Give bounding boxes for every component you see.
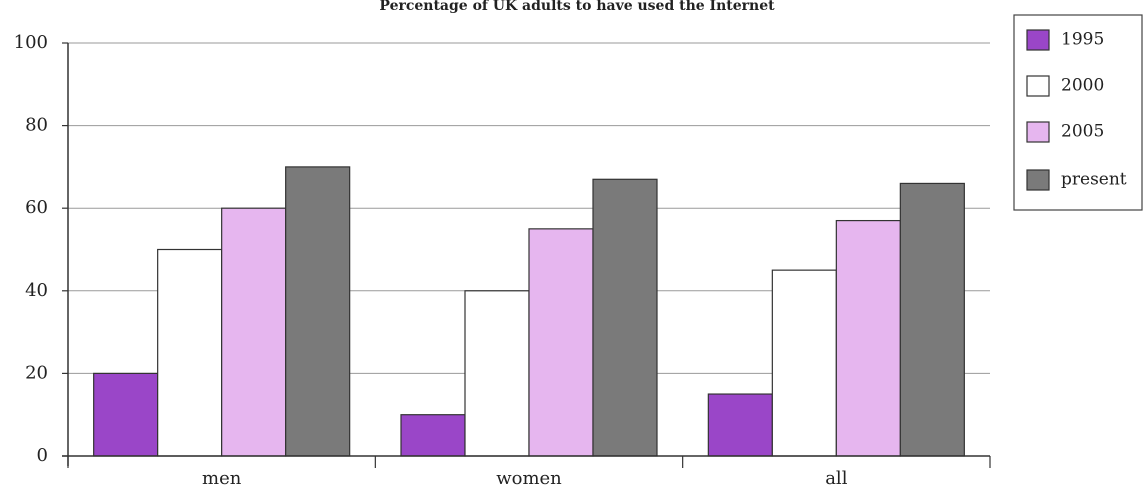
- legend-label: 2000: [1061, 76, 1104, 96]
- y-tick-label: 60: [25, 197, 48, 218]
- y-axis-ticks: 0 20 40 60 80 100: [14, 32, 68, 466]
- legend-swatch: [1026, 29, 1050, 51]
- bar-women-2005: [528, 228, 594, 457]
- chart-title: Percentage of UK adults to have used the…: [379, 0, 775, 14]
- bar-men-2005: [221, 207, 287, 457]
- bar-men-present: [285, 166, 351, 457]
- bar-men-2000: [157, 248, 223, 457]
- bar-women-1995: [400, 414, 466, 457]
- bar-all-present: [899, 182, 965, 457]
- legend-swatch: [1026, 169, 1050, 191]
- legend-label: 1995: [1061, 30, 1104, 50]
- y-tick-label: 40: [25, 280, 48, 301]
- y-tick-label: 20: [25, 362, 48, 383]
- bar-men-1995: [93, 372, 159, 457]
- category-label: all: [825, 468, 847, 488]
- bar-women-present: [592, 178, 658, 457]
- category-labels: men women all: [202, 468, 848, 488]
- x-axis-ticks: [67, 456, 991, 468]
- category-label: men: [202, 468, 242, 488]
- bar-all-2000: [771, 269, 837, 457]
- y-tick-label: 80: [25, 115, 48, 136]
- legend-label: 2005: [1061, 122, 1104, 142]
- legend-swatch: [1026, 121, 1050, 143]
- legend-swatch: [1026, 75, 1050, 97]
- bar-all-2005: [835, 219, 901, 457]
- y-tick-label: 0: [37, 445, 48, 466]
- category-label: women: [496, 468, 562, 488]
- y-tick-label: 100: [14, 32, 48, 53]
- legend: 1995 2000 2005 present: [1013, 14, 1143, 211]
- bars: [93, 166, 965, 457]
- legend-label: present: [1061, 170, 1127, 190]
- bar-all-1995: [707, 393, 773, 457]
- bar-women-2000: [464, 290, 530, 457]
